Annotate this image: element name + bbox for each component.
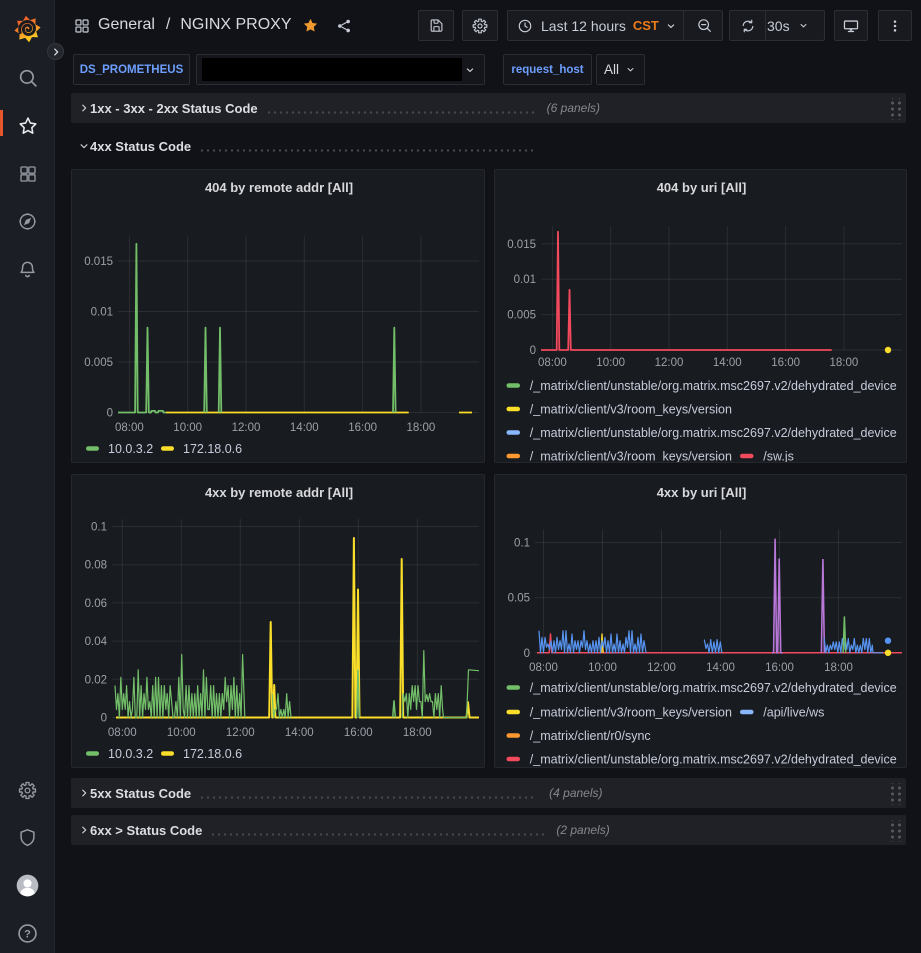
svg-text:0.01: 0.01 [91,307,113,319]
svg-text:4xx by uri [All]: 4xx by uri [All] [657,485,747,500]
svg-text:10.0.3.2: 10.0.3.2 [108,442,153,456]
svg-text:0.05: 0.05 [508,593,530,605]
svg-text:16:00: 16:00 [771,357,800,369]
svg-text:404 by uri [All]: 404 by uri [All] [657,180,747,195]
svg-text:0: 0 [107,408,113,420]
svg-text:0.005: 0.005 [84,357,113,369]
svg-text:18:00: 18:00 [403,727,432,739]
svg-text:/_matrix/client/unstable/org.m: /_matrix/client/unstable/org.matrix.msc2… [530,426,897,440]
svg-text:08:00: 08:00 [529,662,558,674]
svg-text:16:00: 16:00 [765,662,794,674]
svg-text:10:00: 10:00 [173,422,202,434]
svg-text:/_matrix/client/unstable/org.m: /_matrix/client/unstable/org.matrix.msc2… [530,753,897,767]
svg-text:0.1: 0.1 [91,522,107,534]
svg-text:?: ? [24,929,31,941]
svg-text:0.015: 0.015 [507,239,536,251]
svg-text:/_matrix/client/v3/room_keys/v: /_matrix/client/v3/room_keys/version [530,403,732,417]
svg-text:14:00: 14:00 [713,357,742,369]
svg-text:12:00: 12:00 [647,662,676,674]
svg-text:12:00: 12:00 [226,727,255,739]
svg-text:0: 0 [101,713,107,725]
svg-text:08:00: 08:00 [538,357,567,369]
svg-text:10:00: 10:00 [167,727,196,739]
svg-text:/_matrix/client/unstable/org.m: /_matrix/client/unstable/org.matrix.msc2… [530,681,897,695]
svg-text:0.06: 0.06 [85,598,107,610]
svg-text:18:00: 18:00 [407,422,436,434]
svg-text:0.005: 0.005 [507,310,536,322]
svg-text:14:00: 14:00 [290,422,319,434]
svg-text:10:00: 10:00 [588,662,617,674]
svg-text:14:00: 14:00 [285,727,314,739]
svg-text:08:00: 08:00 [115,422,144,434]
svg-text:0.015: 0.015 [84,256,113,268]
svg-text:0.01: 0.01 [514,274,536,286]
svg-text:/_matrix/client/v3/room_keys/v: /_matrix/client/v3/room_keys/version [530,450,732,464]
svg-text:0: 0 [530,345,536,357]
svg-text:10:00: 10:00 [596,357,625,369]
svg-text:/_matrix/client/unstable/org.m: /_matrix/client/unstable/org.matrix.msc2… [530,379,897,393]
svg-text:16:00: 16:00 [348,422,377,434]
svg-text:18:00: 18:00 [830,357,859,369]
svg-text:/_matrix/client/r0/sync: /_matrix/client/r0/sync [530,729,651,743]
svg-text:172.18.0.6: 172.18.0.6 [183,747,242,761]
svg-text:16:00: 16:00 [344,727,373,739]
svg-text:18:00: 18:00 [824,662,853,674]
svg-text:0.04: 0.04 [85,636,108,648]
svg-text:0.02: 0.02 [85,674,107,686]
svg-text:/api/live/ws: /api/live/ws [763,706,824,720]
svg-text:10.0.3.2: 10.0.3.2 [108,747,153,761]
svg-text:0: 0 [524,648,530,660]
svg-text:4xx by remote addr [All]: 4xx by remote addr [All] [205,485,353,500]
svg-text:12:00: 12:00 [655,357,684,369]
svg-text:12:00: 12:00 [232,422,261,434]
svg-text:/sw.js: /sw.js [763,450,794,464]
svg-text:0.1: 0.1 [514,538,530,550]
svg-text:0.08: 0.08 [85,560,107,572]
svg-text:404 by remote addr [All]: 404 by remote addr [All] [205,180,353,195]
svg-text:08:00: 08:00 [108,727,137,739]
svg-text:172.18.0.6: 172.18.0.6 [183,442,242,456]
svg-text:/_matrix/client/v3/room_keys/v: /_matrix/client/v3/room_keys/version [530,706,732,720]
svg-text:14:00: 14:00 [706,662,735,674]
